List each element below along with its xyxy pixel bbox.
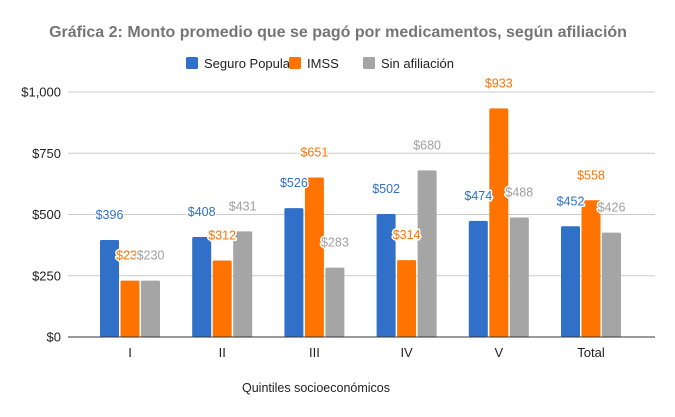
x-tick-label: II xyxy=(219,345,226,360)
bar xyxy=(489,108,509,337)
bar xyxy=(561,226,580,337)
x-tick-label: III xyxy=(309,345,320,360)
bar xyxy=(100,239,119,337)
data-label: $452 xyxy=(557,194,585,208)
data-label: $314 xyxy=(393,228,421,242)
bars xyxy=(100,108,621,337)
data-label: $933 xyxy=(485,76,513,90)
x-tick-label: I xyxy=(128,345,132,360)
chart-title: Gráfica 2: Monto promedio que se pagó po… xyxy=(49,24,627,41)
legend-swatch xyxy=(186,57,198,69)
bar xyxy=(212,260,232,337)
legend: Seguro Popular IMSS Sin afiliación xyxy=(186,56,454,71)
data-label: $426 xyxy=(598,201,626,215)
y-tick-label: $1,000 xyxy=(21,85,61,100)
data-label: $558 xyxy=(577,168,605,182)
legend-swatch xyxy=(289,57,301,69)
bar xyxy=(417,170,437,337)
bar xyxy=(284,208,304,337)
legend-swatch xyxy=(363,57,375,69)
legend-label: Sin afiliación xyxy=(381,56,454,71)
data-label: $502 xyxy=(372,182,400,196)
legend-item: Seguro Popular xyxy=(186,56,295,71)
y-tick-label: $0 xyxy=(47,330,61,345)
bar xyxy=(304,177,324,337)
gridlines xyxy=(68,91,655,277)
data-label: $474 xyxy=(464,189,492,203)
bar xyxy=(376,214,396,337)
bar xyxy=(581,200,601,337)
x-axis-title: Quintiles socioeconómicos xyxy=(242,381,390,395)
bar xyxy=(468,220,488,337)
data-label: $230 xyxy=(137,249,165,263)
data-label: $230 xyxy=(116,249,144,263)
y-tick-label: $500 xyxy=(32,207,61,222)
bar xyxy=(233,231,253,337)
data-labels: $396 $230$230 $408 $312 $431 $526 $651 $283 $502… xyxy=(94,75,627,264)
bar xyxy=(192,237,212,337)
bar xyxy=(120,280,140,337)
x-axis-ticks: I II III IV V Total xyxy=(128,345,605,360)
data-label: $396 xyxy=(96,208,124,222)
legend-label: Seguro Popular xyxy=(204,56,295,71)
data-label: $651 xyxy=(300,146,328,160)
bar xyxy=(141,280,160,337)
data-label: $431 xyxy=(229,199,257,213)
legend-item: Sin afiliación xyxy=(363,56,454,71)
y-axis-ticks: $0 $250 $500 $750 $1,000 xyxy=(21,85,61,345)
data-label: $312 xyxy=(208,229,236,243)
bar xyxy=(325,267,345,337)
x-tick-label: Total xyxy=(577,345,605,360)
data-label: $680 xyxy=(413,138,441,152)
data-label: $283 xyxy=(321,236,349,250)
legend-item: IMSS xyxy=(289,56,339,71)
x-tick-label: IV xyxy=(400,345,413,360)
data-label: $488 xyxy=(505,185,533,199)
y-tick-label: $750 xyxy=(32,146,61,161)
bar xyxy=(602,232,621,337)
data-label: $408 xyxy=(188,205,216,219)
bar xyxy=(509,217,529,337)
bar xyxy=(397,260,417,337)
y-tick-label: $250 xyxy=(32,268,61,283)
data-label: $526 xyxy=(280,176,308,190)
x-tick-label: V xyxy=(494,345,503,360)
legend-label: IMSS xyxy=(307,56,339,71)
